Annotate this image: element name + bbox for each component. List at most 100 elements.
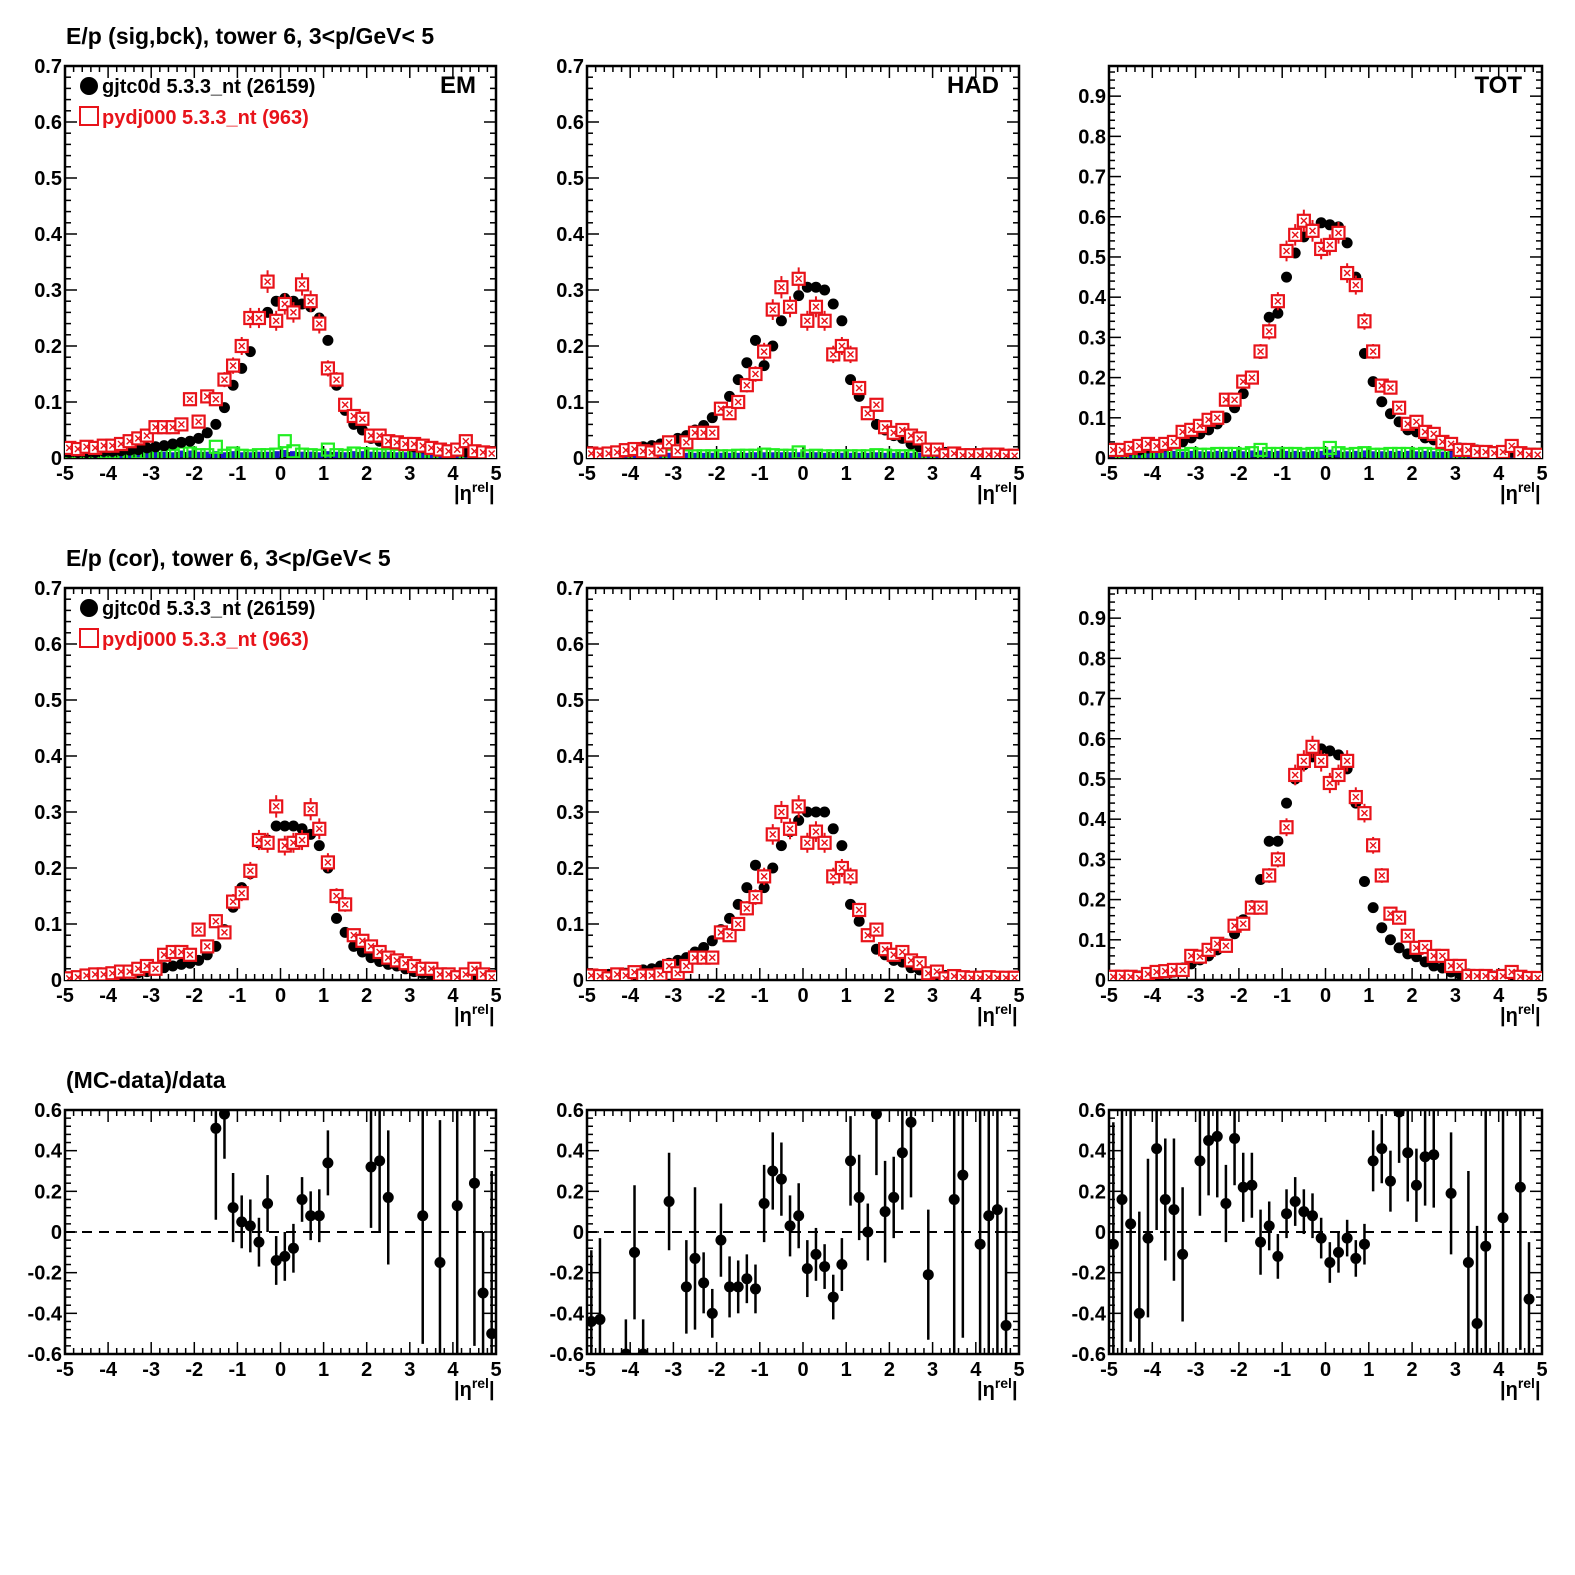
y-tick-label: 0.9 [1078, 86, 1106, 108]
y-tick-label: 0 [573, 448, 584, 470]
bck-blue-point [691, 452, 699, 458]
bck-green-point [843, 449, 858, 458]
x-tick-label: -5 [1100, 463, 1118, 485]
mc-point-cross [220, 376, 228, 384]
y-tick-label: 0.3 [1078, 849, 1106, 871]
mc-point-cross [229, 362, 237, 370]
bck-blue-point [1257, 450, 1265, 458]
data-point [741, 1273, 753, 1285]
bck-blue-point [238, 452, 246, 458]
x-tick-label: 0 [275, 985, 286, 1007]
bck-blue-point [1412, 451, 1420, 458]
data-point [715, 1234, 727, 1246]
bck-blue-point [1378, 451, 1386, 458]
y-tick-label: -0.2 [550, 1263, 584, 1285]
bck-green-point [294, 447, 310, 458]
mc-point-cross [324, 858, 332, 866]
bck-blue-point [341, 452, 349, 458]
x-axis-label-sup: rel [995, 479, 1012, 495]
mc-point-cross [743, 904, 751, 912]
data-point [1168, 1204, 1180, 1216]
y-tick-label: 0.4 [1078, 1141, 1107, 1163]
bck-blue-point [1395, 450, 1403, 458]
data-point [201, 427, 213, 439]
mc-point-cross [1274, 855, 1282, 863]
data-point [1151, 1143, 1163, 1155]
y-tick-label: 0 [1095, 448, 1106, 470]
x-tick-label: 5 [490, 985, 501, 1007]
mc-point-cross [488, 450, 496, 458]
x-tick-label: 4 [1493, 463, 1505, 485]
bck-blue-point [384, 451, 392, 458]
y-tick-label: 0.6 [34, 112, 62, 134]
y-tick-label: 0.2 [556, 336, 584, 358]
bck-blue-point [1369, 451, 1377, 458]
x-tick-label: 4 [447, 1359, 459, 1381]
mc-point-cross [795, 802, 803, 810]
mc-point-cross [307, 297, 315, 305]
data-point [305, 1210, 317, 1222]
data-point [905, 1116, 917, 1128]
mc-point-cross [341, 401, 349, 409]
bck-green-point [1305, 446, 1320, 458]
data-point [253, 1236, 265, 1248]
x-tick-label: 2 [884, 463, 895, 485]
mc-point-cross [760, 872, 768, 880]
mc-point-cross [272, 802, 280, 810]
plot-area [587, 267, 1019, 458]
x-tick-label: -1 [229, 985, 247, 1007]
bck-blue-point [255, 451, 263, 458]
mc-point-cross [847, 872, 855, 880]
bck-green-point [852, 449, 867, 458]
panel-ratio-TOT: -5 -4 -3 -2 -1 0 1 2 3 4 5 -0.6 -0.4 -0.2 0 0.2 0.4 0.6 |η… [1072, 1100, 1548, 1401]
mc-point-cross [803, 317, 811, 325]
mc-point-cross [847, 350, 855, 358]
mc-point-cross [1534, 451, 1542, 458]
y-tick-label: 0.1 [556, 392, 584, 414]
x-tick-label: 2 [1407, 463, 1418, 485]
bck-green-point [234, 448, 249, 458]
data-point [810, 281, 822, 293]
mc-point [1530, 970, 1542, 980]
mc-point-cross [186, 395, 194, 403]
data-point [1246, 1179, 1258, 1191]
mc-point-cross [812, 303, 820, 311]
data-point [417, 1210, 429, 1222]
mc-point-cross [462, 437, 470, 445]
plot-frame [1107, 64, 1544, 460]
y-tick-label: 0.4 [556, 1141, 585, 1163]
data-point [706, 1307, 718, 1319]
legend-label-mc: pydj000 5.3.3_nt (963) [102, 629, 309, 651]
bck-blue-point [1317, 450, 1325, 458]
data-point [819, 284, 831, 296]
data-point [845, 1155, 857, 1167]
bck-green-point [200, 448, 215, 458]
mc-point-cross [212, 917, 220, 925]
y-tick-label: -0.4 [28, 1303, 63, 1325]
mc-point-cross [212, 395, 220, 403]
bck-green-point [1348, 446, 1363, 458]
legend-row2: gjtc0d 5.3.3_nt (26159) pydj000 5.3.3_nt… [79, 598, 315, 651]
bck-green-point [1253, 442, 1268, 458]
bck-green-point [782, 448, 798, 458]
bck-blue-point [410, 451, 418, 458]
x-tick-label: 2 [884, 1359, 895, 1381]
mc-point-cross [1360, 809, 1368, 817]
title-row3: (MC-data)/data [66, 1067, 226, 1093]
bck-green-point [1400, 446, 1415, 458]
mc-point-cross [1283, 823, 1291, 831]
mc-point-cross [1369, 841, 1377, 849]
x-axis-label-bar: | [1012, 483, 1018, 505]
mc-point-cross [289, 308, 297, 316]
data-point [313, 1210, 325, 1222]
mc-point-cross [1326, 241, 1334, 249]
x-tick-label: 2 [884, 985, 895, 1007]
data-point [758, 1198, 770, 1210]
data-point [175, 436, 187, 448]
mc-point-cross [812, 828, 820, 836]
x-axis-label-bar: | [1535, 483, 1541, 505]
data-point [1367, 1155, 1379, 1167]
x-tick-label: -2 [185, 985, 203, 1007]
bck-blue-point [743, 452, 751, 458]
